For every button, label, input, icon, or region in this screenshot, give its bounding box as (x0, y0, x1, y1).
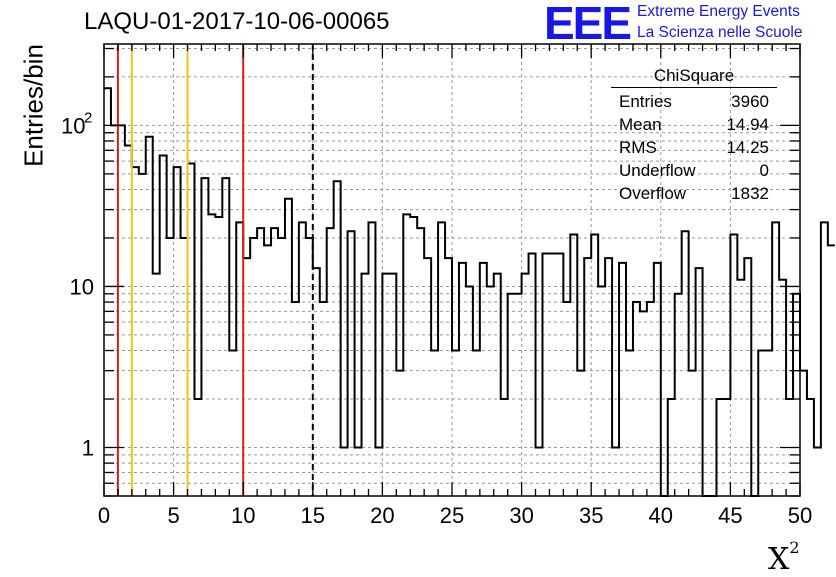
x-tick-label: 10 (231, 503, 255, 528)
chart-title: LAQU-01-2017-10-06-00065 (84, 8, 390, 35)
y-tick-label: 1 (82, 436, 94, 461)
y-tick-label: 10 (61, 113, 85, 138)
stats-label: Underflow (619, 161, 696, 180)
x-tick-label: 20 (370, 503, 394, 528)
stats-box: ChiSquare Entries 3960 Mean 14.94 RMS 14.25… (611, 66, 777, 205)
stats-value: 3960 (731, 92, 769, 111)
x-tick-label: 45 (718, 503, 742, 528)
y-axis-label: Entries/bin (18, 44, 49, 167)
stats-value: 14.25 (726, 138, 769, 157)
x-axis-label-base: X (768, 542, 790, 577)
stats-row-entries: Entries 3960 (611, 90, 777, 113)
eee-logo: EEE (544, 0, 632, 49)
stats-label: Entries (619, 92, 672, 111)
stats-row-overflow: Overflow 1832 (611, 182, 777, 205)
x-tick-label: 15 (301, 503, 325, 528)
stats-row-underflow: Underflow 0 (611, 159, 777, 182)
stats-title: ChiSquare (611, 66, 777, 88)
x-axis-label-sup: 2 (789, 538, 800, 557)
stats-value: 0 (759, 161, 769, 180)
x-tick-label: 50 (788, 503, 812, 528)
stats-row-mean: Mean 14.94 (611, 113, 777, 136)
stats-value: 14.94 (726, 115, 769, 134)
stats-label: RMS (619, 138, 657, 157)
logo-line-1: Extreme Energy Events (637, 3, 800, 20)
stats-row-rms: RMS 14.25 (611, 136, 777, 159)
x-axis-label: X2 (768, 538, 800, 577)
x-tick-label: 0 (98, 503, 110, 528)
y-tick-label: 10 (70, 274, 94, 299)
y-tick-label-exp: 2 (84, 109, 92, 126)
x-tick-label: 30 (509, 503, 533, 528)
stats-label: Overflow (619, 184, 687, 203)
x-tick-label: 25 (440, 503, 464, 528)
x-tick-label: 40 (649, 503, 673, 528)
marker-lines (116, 44, 314, 496)
x-tick-label: 5 (167, 503, 179, 528)
x-tick-label: 35 (579, 503, 603, 528)
stats-value: 1832 (731, 184, 769, 203)
logo-line-2: La Scienza nelle Scuole (637, 24, 803, 41)
stats-label: Mean (619, 115, 662, 134)
